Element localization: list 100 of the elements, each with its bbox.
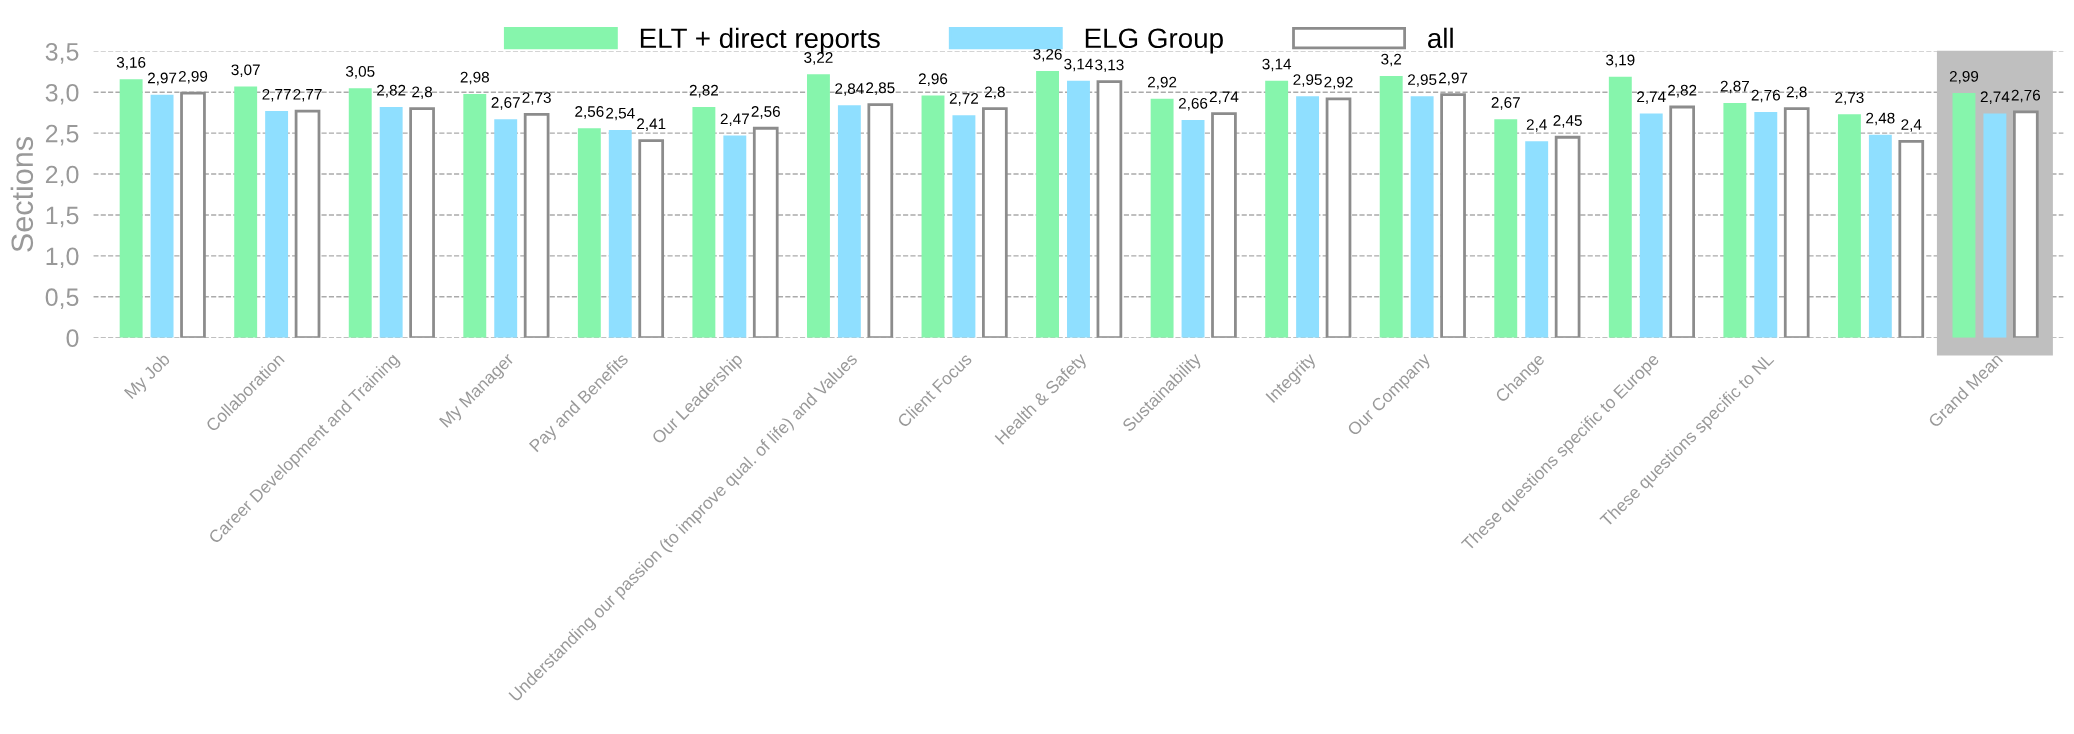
y-tick-label: 3,5 bbox=[45, 42, 79, 64]
y-tick-label: 2,5 bbox=[45, 124, 79, 146]
data-label: 2,95 bbox=[1408, 74, 1437, 87]
bar bbox=[1325, 97, 1352, 338]
bar bbox=[1669, 105, 1696, 338]
bar bbox=[1898, 139, 1925, 338]
data-label: 2,8 bbox=[412, 86, 433, 100]
bar bbox=[1639, 113, 1663, 338]
bar bbox=[1150, 98, 1174, 338]
bar bbox=[1494, 119, 1518, 338]
bar bbox=[1067, 80, 1090, 338]
data-label: 3,22 bbox=[804, 52, 833, 65]
bar bbox=[150, 94, 174, 338]
bar bbox=[1379, 75, 1403, 338]
data-label: 2,96 bbox=[918, 73, 948, 86]
bar bbox=[1554, 135, 1581, 338]
x-tick-label: My Job bbox=[123, 352, 173, 402]
bar bbox=[523, 112, 550, 338]
data-label: 3,05 bbox=[345, 66, 375, 79]
bar bbox=[1983, 113, 2007, 338]
y-tick-label: 0 bbox=[66, 329, 79, 347]
data-label: 2,47 bbox=[720, 113, 749, 127]
bar bbox=[1608, 76, 1632, 338]
bar bbox=[1410, 96, 1434, 338]
bar bbox=[1096, 80, 1123, 338]
bar bbox=[1723, 102, 1747, 338]
data-label: 2,73 bbox=[522, 92, 551, 105]
legend-label: ELG Group bbox=[1085, 28, 1223, 54]
data-label: 2,74 bbox=[1637, 91, 1666, 104]
data-label: 2,8 bbox=[1786, 86, 1807, 100]
bar bbox=[1783, 107, 1810, 338]
data-label: 2,76 bbox=[2011, 89, 2041, 103]
bar bbox=[1837, 114, 1861, 338]
bar bbox=[723, 135, 747, 338]
bar bbox=[1868, 134, 1892, 338]
data-label: 2,72 bbox=[949, 93, 979, 106]
y-tick-label: 0,5 bbox=[45, 288, 79, 309]
data-label: 2,82 bbox=[1668, 84, 1697, 98]
bar bbox=[577, 128, 601, 338]
data-label: 2,4 bbox=[1901, 119, 1922, 132]
legend-label: ELT + direct reports bbox=[640, 27, 880, 54]
data-label: 2,73 bbox=[1835, 92, 1864, 105]
data-label: 2,67 bbox=[1491, 97, 1520, 110]
y-axis-title: Sections bbox=[10, 137, 34, 252]
data-label: 2,41 bbox=[637, 118, 666, 131]
data-label: 3,07 bbox=[231, 64, 260, 77]
bar bbox=[837, 105, 861, 338]
bar bbox=[409, 107, 435, 338]
y-tick-label: 2,0 bbox=[45, 165, 79, 187]
data-label: 2,74 bbox=[1209, 91, 1239, 104]
legend-label: all bbox=[1428, 27, 1453, 49]
data-label: 2,82 bbox=[689, 84, 718, 98]
bar bbox=[1296, 96, 1320, 338]
data-label: 2,82 bbox=[377, 84, 406, 98]
data-label: 2,84 bbox=[835, 83, 864, 96]
bar bbox=[463, 93, 487, 338]
bar bbox=[1265, 80, 1289, 338]
data-label: 2,85 bbox=[866, 82, 895, 95]
data-label: 2,77 bbox=[293, 88, 322, 102]
y-tick-label: 1,0 bbox=[46, 247, 79, 269]
data-label: 2,67 bbox=[491, 97, 520, 110]
bar bbox=[1952, 93, 1976, 338]
data-label: 2,74 bbox=[1980, 91, 2010, 104]
bar bbox=[348, 88, 372, 338]
bar bbox=[294, 109, 321, 338]
bar bbox=[1181, 120, 1205, 338]
y-tick-label: 3,0 bbox=[45, 83, 79, 105]
data-label: 2,99 bbox=[1949, 70, 1979, 84]
data-label: 2,97 bbox=[147, 72, 177, 86]
bar bbox=[234, 86, 258, 338]
data-label: 2,98 bbox=[460, 71, 489, 85]
data-label: 2,99 bbox=[178, 70, 208, 84]
bar bbox=[1036, 71, 1060, 338]
bar bbox=[752, 126, 779, 338]
data-label: 2,8 bbox=[985, 86, 1005, 100]
data-label: 2,92 bbox=[1148, 76, 1177, 90]
bar bbox=[692, 107, 716, 338]
bar bbox=[1754, 111, 1778, 338]
data-label: 2,56 bbox=[751, 106, 780, 119]
data-label: 3,26 bbox=[1033, 48, 1062, 62]
data-label: 2,45 bbox=[1553, 115, 1582, 128]
data-label: 2,54 bbox=[606, 107, 635, 121]
bar bbox=[180, 91, 206, 338]
data-label: 2,76 bbox=[1751, 89, 1780, 103]
bar bbox=[952, 115, 976, 338]
data-label: 3,2 bbox=[1381, 53, 1402, 67]
bar bbox=[638, 139, 665, 338]
y-tick-label: 1,5 bbox=[46, 206, 79, 228]
data-label: 3,19 bbox=[1606, 54, 1635, 68]
data-label: 3,16 bbox=[116, 57, 146, 70]
data-label: 2,66 bbox=[1178, 97, 1208, 111]
data-label: 3,14 bbox=[1064, 58, 1093, 72]
data-label: 2,87 bbox=[1720, 80, 1749, 94]
bar bbox=[867, 103, 894, 338]
bar bbox=[1525, 141, 1549, 338]
data-label: 2,56 bbox=[575, 106, 604, 119]
data-label: 2,95 bbox=[1293, 74, 1322, 87]
bar bbox=[494, 119, 518, 338]
bar bbox=[265, 111, 289, 338]
bar bbox=[119, 79, 143, 338]
